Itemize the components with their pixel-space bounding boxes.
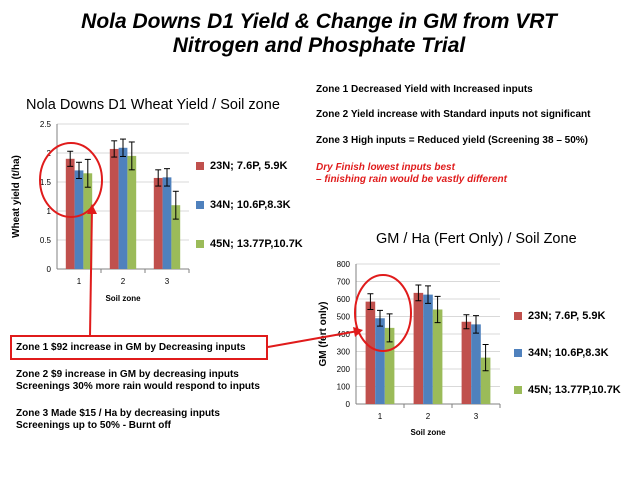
yield-chart-title: Nola Downs D1 Wheat Yield / Soil zone — [26, 97, 280, 113]
gm-bar — [423, 294, 433, 404]
zone1-gm-highlight-ellipse — [354, 274, 412, 352]
zone2-text: Zone 2 $9 increase in GM by decreasing i… — [16, 369, 260, 393]
yield-x-axis-label: Soil zone — [105, 294, 141, 303]
gm-ytick-label: 0 — [346, 400, 351, 409]
yield-xtick-label: 1 — [77, 277, 82, 286]
arrow-line — [267, 330, 359, 348]
red-note-line1: Dry Finish lowest inputs best — [316, 162, 455, 173]
gm-bar — [413, 292, 424, 404]
gm-y-axis-label: GM (fert only) — [318, 302, 329, 367]
legend-swatch — [196, 201, 204, 210]
yield-legend: 23N; 7.6P, 5.9K 34N; 10.6P,8.3K 45N; 13.… — [196, 160, 303, 250]
arrow-line — [89, 207, 93, 337]
note-zone3: Zone 3 High inputs = Reduced yield (Scre… — [316, 135, 589, 146]
gm-bar — [480, 357, 491, 404]
gm-chart: 0100200300400500600700800123Soil zoneGM … — [318, 260, 501, 437]
note-zone2: Zone 2 Yield increase with Standard inpu… — [316, 109, 591, 120]
gm-legend-label: 23N; 7.6P, 5.9K — [528, 310, 606, 322]
gm-x-axis-label: Soil zone — [410, 428, 446, 437]
yield-bar — [74, 170, 84, 269]
slide-title: Nola Downs D1 Yield & Change in GM from … — [0, 10, 638, 58]
yield-ytick-label: 1.5 — [40, 178, 52, 187]
yield-legend-item: 45N; 13.77P,10.7K — [196, 238, 303, 250]
yield-legend-label: 23N; 7.6P, 5.9K — [210, 160, 288, 172]
zone3-text-line2: Screenings up to 50% - Burnt off — [16, 420, 172, 431]
legend-swatch — [514, 349, 522, 358]
yield-bar — [109, 148, 119, 269]
legend-swatch — [514, 312, 522, 321]
gm-bar — [384, 327, 395, 404]
legend-swatch — [196, 240, 204, 249]
yield-bar — [65, 158, 75, 269]
slide-title-line1: Nola Downs D1 Yield & Change in GM from … — [81, 10, 557, 33]
gm-xtick-label: 1 — [378, 412, 383, 421]
gm-bar — [375, 318, 385, 404]
arrow-head — [87, 204, 97, 214]
gm-legend-item: 23N; 7.6P, 5.9K — [514, 310, 621, 322]
yield-ytick-label: 2.5 — [40, 120, 52, 129]
gm-bar — [461, 321, 472, 404]
gm-ytick-label: 100 — [337, 383, 351, 392]
yield-bar — [118, 147, 128, 269]
zone1-gm-callout: Zone 1 $92 increase in GM by Decreasing … — [10, 335, 268, 360]
yield-xtick-label: 3 — [165, 277, 170, 286]
yield-legend-label: 45N; 13.77P,10.7K — [210, 238, 303, 250]
note-zone1: Zone 1 Decreased Yield with Increased in… — [316, 84, 533, 95]
gm-ytick-label: 200 — [337, 365, 351, 374]
yield-ytick-label: 0 — [47, 265, 52, 274]
yield-bar — [83, 173, 93, 269]
gm-legend-item: 34N; 10.6P,8.3K — [514, 347, 621, 359]
legend-swatch — [196, 162, 204, 171]
yield-legend-item: 34N; 10.6P,8.3K — [196, 199, 303, 211]
gm-ytick-label: 800 — [337, 260, 351, 269]
yield-bar — [162, 177, 172, 269]
gm-xtick-label: 2 — [426, 412, 431, 421]
gm-legend: 23N; 7.6P, 5.9K 34N; 10.6P,8.3K 45N; 13.… — [514, 310, 621, 396]
yield-xtick-label: 2 — [121, 277, 126, 286]
gm-legend-item: 45N; 13.77P,10.7K — [514, 384, 621, 396]
yield-bar — [171, 205, 181, 269]
yield-y-axis-label: Wheat yield (t/ha) — [11, 155, 22, 238]
zone2-text-line2: Screenings 30% more rain would respond t… — [16, 381, 260, 392]
yield-legend-item: 23N; 7.6P, 5.9K — [196, 160, 303, 172]
yield-legend-label: 34N; 10.6P,8.3K — [210, 199, 291, 211]
gm-chart-title: GM / Ha (Fert Only) / Soil Zone — [376, 231, 577, 247]
slide-title-line2: Nitrogen and Phosphate Trial — [172, 34, 466, 57]
yield-bar — [153, 177, 163, 269]
zone3-text: Zone 3 Made $15 / Ha by decreasing input… — [16, 408, 220, 432]
yield-bar — [127, 155, 137, 269]
gm-legend-label: 45N; 13.77P,10.7K — [528, 384, 621, 396]
zone1-yield-highlight-ellipse — [39, 142, 103, 218]
gm-ytick-label: 700 — [337, 278, 351, 287]
zone3-text-line1: Zone 3 Made $15 / Ha by decreasing input… — [16, 408, 220, 419]
gm-legend-label: 34N; 10.6P,8.3K — [528, 347, 609, 359]
arrow-head — [353, 327, 363, 337]
gm-ytick-label: 300 — [337, 348, 351, 357]
legend-swatch — [514, 386, 522, 395]
gm-bar — [471, 324, 481, 404]
gm-ytick-label: 500 — [337, 313, 351, 322]
gm-xtick-label: 3 — [474, 412, 479, 421]
gm-bar — [365, 301, 376, 404]
red-note: Dry Finish lowest inputs best – finishin… — [316, 162, 507, 186]
yield-ytick-label: 1 — [47, 207, 52, 216]
red-note-line2: – finishing rain would be vastly differe… — [316, 174, 507, 185]
gm-bar — [432, 309, 443, 404]
zone2-text-line1: Zone 2 $9 increase in GM by decreasing i… — [16, 369, 239, 380]
yield-ytick-label: 0.5 — [40, 236, 52, 245]
gm-ytick-label: 600 — [337, 295, 351, 304]
